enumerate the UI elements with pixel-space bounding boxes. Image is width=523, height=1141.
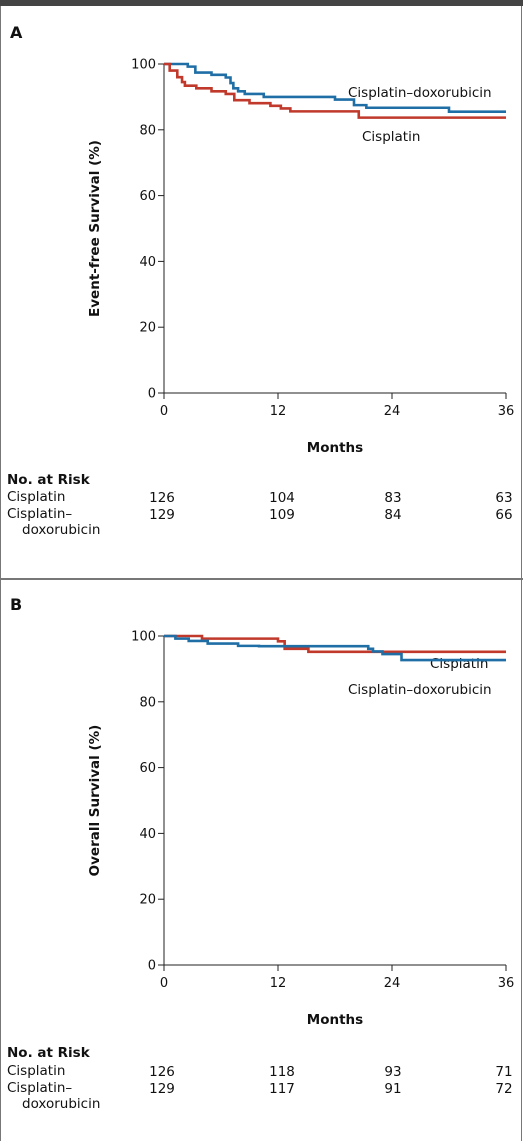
x-tick-label: 12 — [270, 404, 287, 419]
x-tick-label: 24 — [384, 976, 401, 991]
y-tick-label: 20 — [139, 321, 156, 336]
y-tick-label: 0 — [148, 387, 156, 402]
series-label-2: Cisplatin–doxorubicin — [348, 682, 492, 698]
series-line-1 — [164, 62, 506, 114]
risk-value: 126 — [149, 490, 175, 506]
risk-row-label-cisplatin-a: Cisplatin — [7, 489, 66, 505]
series-line-1 — [164, 634, 506, 654]
risk-value: 126 — [149, 1064, 175, 1080]
risk-row-label-combo-a: Cisplatin– — [7, 506, 73, 522]
panel-divider — [0, 578, 523, 580]
figure-frame — [0, 6, 522, 1141]
y-tick-label: 20 — [139, 893, 156, 908]
risk-value: 83 — [384, 490, 402, 506]
top-border — [0, 0, 523, 6]
x-tick-label: 0 — [160, 976, 168, 991]
risk-value: 84 — [384, 507, 402, 523]
y-tick-label: 80 — [139, 123, 156, 138]
y-tick-label: 40 — [139, 827, 156, 842]
risk-row-label-combo-a-line2: doxorubicin — [22, 522, 101, 538]
x-axis-title: Months — [307, 440, 363, 456]
risk-table-title-a: No. at Risk — [7, 472, 90, 488]
y-tick-label: 40 — [139, 255, 156, 270]
risk-value: 104 — [269, 490, 295, 506]
series-label-1: Cisplatin — [430, 656, 488, 672]
x-tick-label: 24 — [384, 404, 401, 419]
risk-value: 129 — [149, 507, 175, 523]
y-tick-label: 60 — [139, 189, 156, 204]
x-tick-label: 12 — [270, 976, 287, 991]
risk-value: 91 — [384, 1081, 402, 1097]
x-tick-label: 36 — [498, 404, 515, 419]
risk-value: 71 — [495, 1064, 513, 1080]
series-line-2 — [164, 62, 506, 119]
x-tick-label: 0 — [160, 404, 168, 419]
risk-row-label-combo-b: Cisplatin– — [7, 1080, 73, 1096]
y-axis-title: Event-free Survival (%) — [87, 140, 103, 317]
risk-row-label-combo-b-line2: doxorubicin — [22, 1096, 101, 1112]
risk-value: 63 — [495, 490, 513, 506]
risk-table-title-b: No. at Risk — [7, 1045, 90, 1061]
y-tick-label: 60 — [139, 761, 156, 776]
series-label-2: Cisplatin — [362, 129, 420, 145]
panel-letter-a: A — [10, 23, 23, 42]
y-tick-label: 0 — [148, 959, 156, 974]
risk-value: 72 — [495, 1081, 513, 1097]
risk-value: 118 — [269, 1064, 295, 1080]
x-tick-label: 36 — [498, 976, 515, 991]
risk-value: 109 — [269, 507, 295, 523]
series-line-2 — [164, 634, 506, 662]
panel-letter-b: B — [10, 595, 23, 614]
risk-value: 117 — [269, 1081, 295, 1097]
y-axis-title: Overall Survival (%) — [87, 725, 103, 877]
y-tick-label: 100 — [131, 630, 156, 645]
y-tick-label: 100 — [131, 58, 156, 73]
x-axis-title: Months — [307, 1012, 363, 1028]
risk-value: 93 — [384, 1064, 402, 1080]
risk-value: 66 — [495, 507, 513, 523]
risk-row-label-cisplatin-b: Cisplatin — [7, 1063, 66, 1079]
y-tick-label: 80 — [139, 695, 156, 710]
series-label-1: Cisplatin–doxorubicin — [348, 85, 492, 101]
risk-value: 129 — [149, 1081, 175, 1097]
